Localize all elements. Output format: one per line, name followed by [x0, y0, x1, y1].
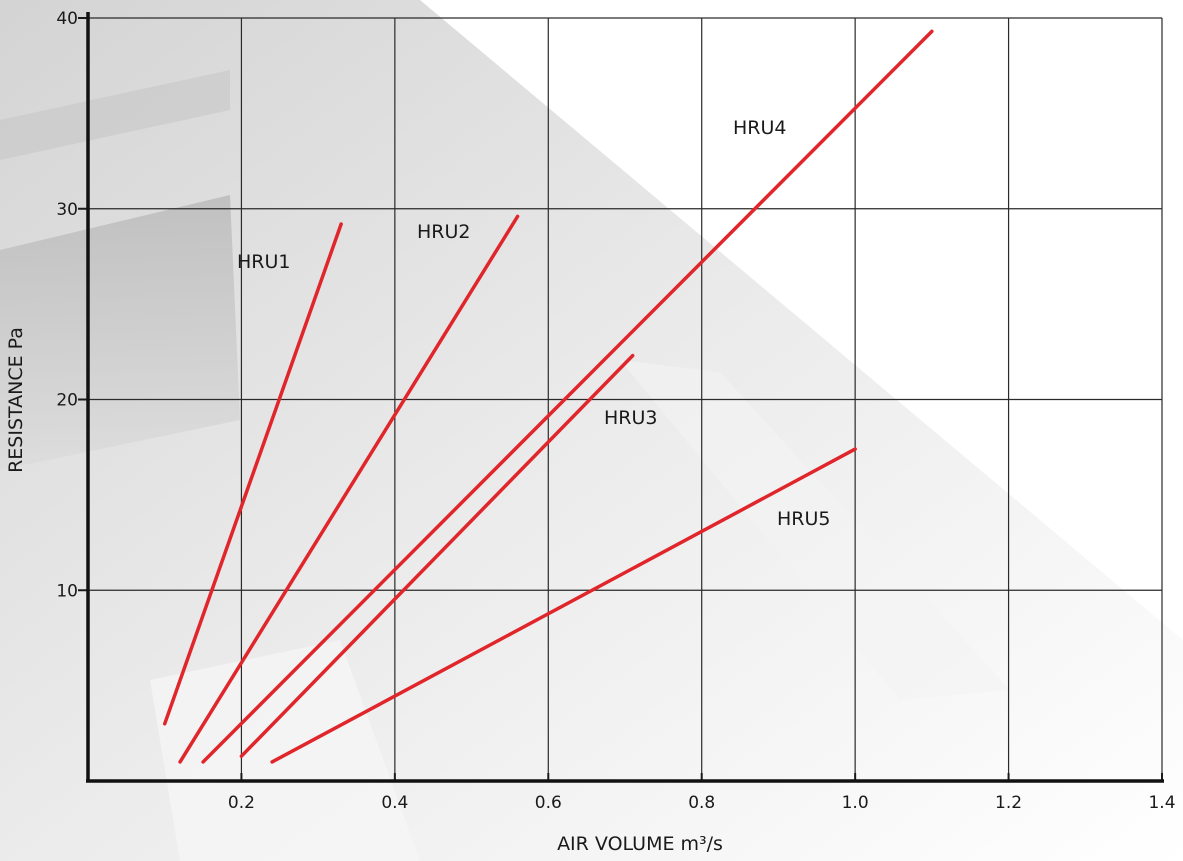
x-axis-title: AIR VOLUME m³/s [557, 833, 723, 855]
x-tick-label: 0.2 [228, 793, 255, 813]
series-label-hru3: HRU3 [604, 407, 657, 429]
series-line-hru4 [201, 29, 934, 764]
series-label-hru1: HRU1 [237, 251, 290, 273]
series-label-hru4: HRU4 [733, 117, 786, 139]
axes: 0.2 0.4 0.6 0.8 1.0 1.2 1.4 10 20 30 40 [56, 9, 1175, 813]
series-label-hru5: HRU5 [777, 508, 830, 530]
series-line-hru2 [178, 214, 520, 764]
x-tick-label: 1.4 [1148, 793, 1175, 813]
y-axis-title: RESISTANCE Pa [5, 327, 27, 473]
series-line-hru1 [162, 222, 343, 726]
y-tick-label: 20 [56, 391, 78, 411]
x-tick-label: 1.2 [995, 793, 1022, 813]
series-line-hru5 [270, 447, 857, 764]
y-tick-label: 30 [56, 200, 78, 220]
series-line-hru3 [239, 353, 635, 758]
series-label-hru2: HRU2 [417, 221, 470, 243]
x-tick-label: 0.4 [381, 793, 408, 813]
labels-group: HRU1 HRU2 HRU3 HRU4 HRU5 [237, 117, 830, 530]
x-tick-label: 0.6 [535, 793, 562, 813]
series-group [162, 29, 934, 764]
y-tick-label: 40 [56, 9, 78, 29]
y-tick-label: 10 [56, 581, 78, 601]
grid [88, 17, 1163, 781]
x-tick-label: 0.8 [688, 793, 715, 813]
x-tick-label: 1.0 [842, 793, 869, 813]
